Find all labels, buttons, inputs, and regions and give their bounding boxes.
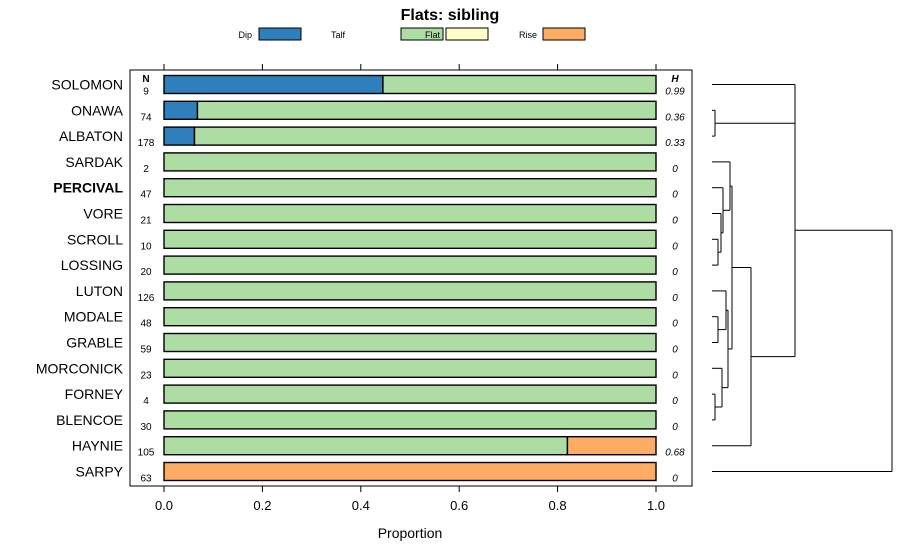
category-label-modale: MODALE	[64, 309, 123, 325]
legend-swatch-dip	[258, 27, 302, 41]
plot-frame	[129, 69, 693, 487]
bars	[163, 74, 657, 482]
x-axis: 0.0 0.2 0.4 0.6 0.8 1.0	[155, 486, 665, 513]
n-label-albaton: 178	[138, 138, 155, 149]
bar-scroll-talf	[163, 229, 657, 250]
n-label-morconick: 23	[140, 370, 152, 381]
bar-solomon-talf	[382, 74, 657, 95]
category-label-sardak: SARDAK	[65, 154, 123, 170]
bar-grable-talf	[163, 332, 657, 353]
n-label-scroll: 10	[140, 241, 152, 252]
h-label-luton: 0	[672, 293, 678, 304]
h-label-vore: 0	[672, 216, 678, 227]
legend-swatch-talf	[400, 27, 444, 41]
x-axis-label: Proportion	[378, 525, 443, 541]
h-label-morconick: 0	[672, 370, 678, 381]
category-label-morconick: MORCONICK	[36, 360, 124, 376]
bar-blencoe-talf	[163, 410, 657, 430]
x-tick-label-0-8: 0.8	[549, 498, 567, 513]
h-label-percival: 0	[672, 190, 678, 201]
h-label-haynie: 0.68	[665, 448, 685, 459]
h-labels: 0.99 0.36 0.33 0 0 0 0 0 0 0 0 0 0 0 0.68 0	[665, 87, 685, 485]
bar-onawa-talf	[196, 100, 657, 121]
h-label-albaton: 0.33	[665, 138, 685, 149]
legend-label-flat: Flat	[425, 30, 441, 40]
bar-solomon-dip	[163, 74, 384, 95]
bar-forney-talf	[163, 384, 657, 404]
top-axis-ticks	[163, 64, 657, 70]
bar-morconick-talf	[163, 358, 657, 378]
n-label-vore: 21	[140, 216, 152, 227]
category-label-solomon: SOLOMON	[51, 77, 123, 93]
bar-haynie-rise	[566, 436, 657, 456]
chart-title: Flats: sibling	[401, 7, 500, 24]
bar-haynie-talf	[163, 436, 569, 456]
n-label-solomon: 9	[143, 87, 149, 98]
h-label-grable: 0	[672, 345, 678, 356]
dendrogram	[712, 84, 893, 472]
x-tick-label-1-0: 1.0	[647, 498, 665, 513]
h-label-solomon: 0.99	[665, 87, 685, 98]
n-label-percival: 47	[140, 190, 152, 201]
bar-vore-talf	[163, 203, 657, 224]
legend-swatch-rise	[542, 27, 586, 41]
n-label-sarpy: 63	[140, 474, 152, 485]
category-label-percival: PERCIVAL	[53, 180, 123, 196]
category-label-forney: FORNEY	[65, 386, 124, 402]
n-header: N	[142, 74, 149, 85]
h-label-scroll: 0	[672, 241, 678, 252]
h-header: H	[671, 74, 679, 85]
category-label-grable: GRABLE	[66, 335, 123, 351]
category-label-haynie: HAYNIE	[72, 438, 123, 454]
category-labels: SOLOMON ONAWA ALBATON SARDAK PERCIVAL VORE SCR…	[36, 77, 124, 480]
category-label-vore: VORE	[83, 206, 123, 222]
bar-onawa-dip	[163, 100, 199, 121]
n-label-forney: 4	[143, 396, 149, 407]
bar-sarpy-rise	[163, 461, 657, 482]
h-label-modale: 0	[672, 319, 678, 330]
bar-luton-talf	[163, 281, 657, 301]
n-labels: 9 74 178 2 47 21 10 20 126 48 59 23 4 30 105 63	[138, 87, 155, 485]
category-label-scroll: SCROLL	[67, 231, 123, 247]
x-tick-label-0-4: 0.4	[352, 498, 370, 513]
h-label-forney: 0	[672, 396, 678, 407]
n-label-haynie: 105	[138, 448, 155, 459]
bar-lossing-talf	[163, 255, 657, 275]
bar-albaton-dip	[163, 126, 196, 146]
n-label-modale: 48	[140, 319, 152, 330]
category-label-blencoe: BLENCOE	[56, 412, 123, 428]
category-label-luton: LUTON	[76, 283, 123, 299]
category-label-sarpy: SARPY	[76, 464, 124, 480]
bar-percival-talf	[163, 177, 657, 198]
bar-modale-talf	[163, 307, 657, 327]
h-label-onawa: 0.36	[665, 112, 685, 123]
x-tick-label-0-6: 0.6	[450, 498, 468, 513]
legend: Dip Talf Flat Rise	[238, 27, 586, 41]
n-label-lossing: 20	[140, 267, 152, 278]
bar-sardak-talf	[163, 152, 657, 172]
category-label-albaton: ALBATON	[59, 128, 123, 144]
n-label-sardak: 2	[143, 164, 149, 175]
category-label-lossing: LOSSING	[61, 257, 123, 273]
legend-label-rise: Rise	[519, 30, 537, 40]
h-label-sarpy: 0	[672, 474, 678, 485]
h-label-sardak: 0	[672, 164, 678, 175]
legend-swatch-flat	[445, 27, 489, 41]
legend-label-talf: Talf	[331, 30, 346, 40]
x-tick-label-0-0: 0.0	[155, 498, 173, 513]
h-label-lossing: 0	[672, 267, 678, 278]
h-label-blencoe: 0	[672, 422, 678, 433]
n-label-luton: 126	[138, 293, 155, 304]
category-label-onawa: ONAWA	[71, 102, 124, 118]
x-tick-label-0-2: 0.2	[253, 498, 271, 513]
n-label-blencoe: 30	[140, 422, 152, 433]
bar-albaton-talf	[193, 126, 657, 146]
n-label-onawa: 74	[140, 112, 152, 123]
n-label-grable: 59	[140, 345, 152, 356]
legend-label-dip: Dip	[238, 30, 252, 40]
